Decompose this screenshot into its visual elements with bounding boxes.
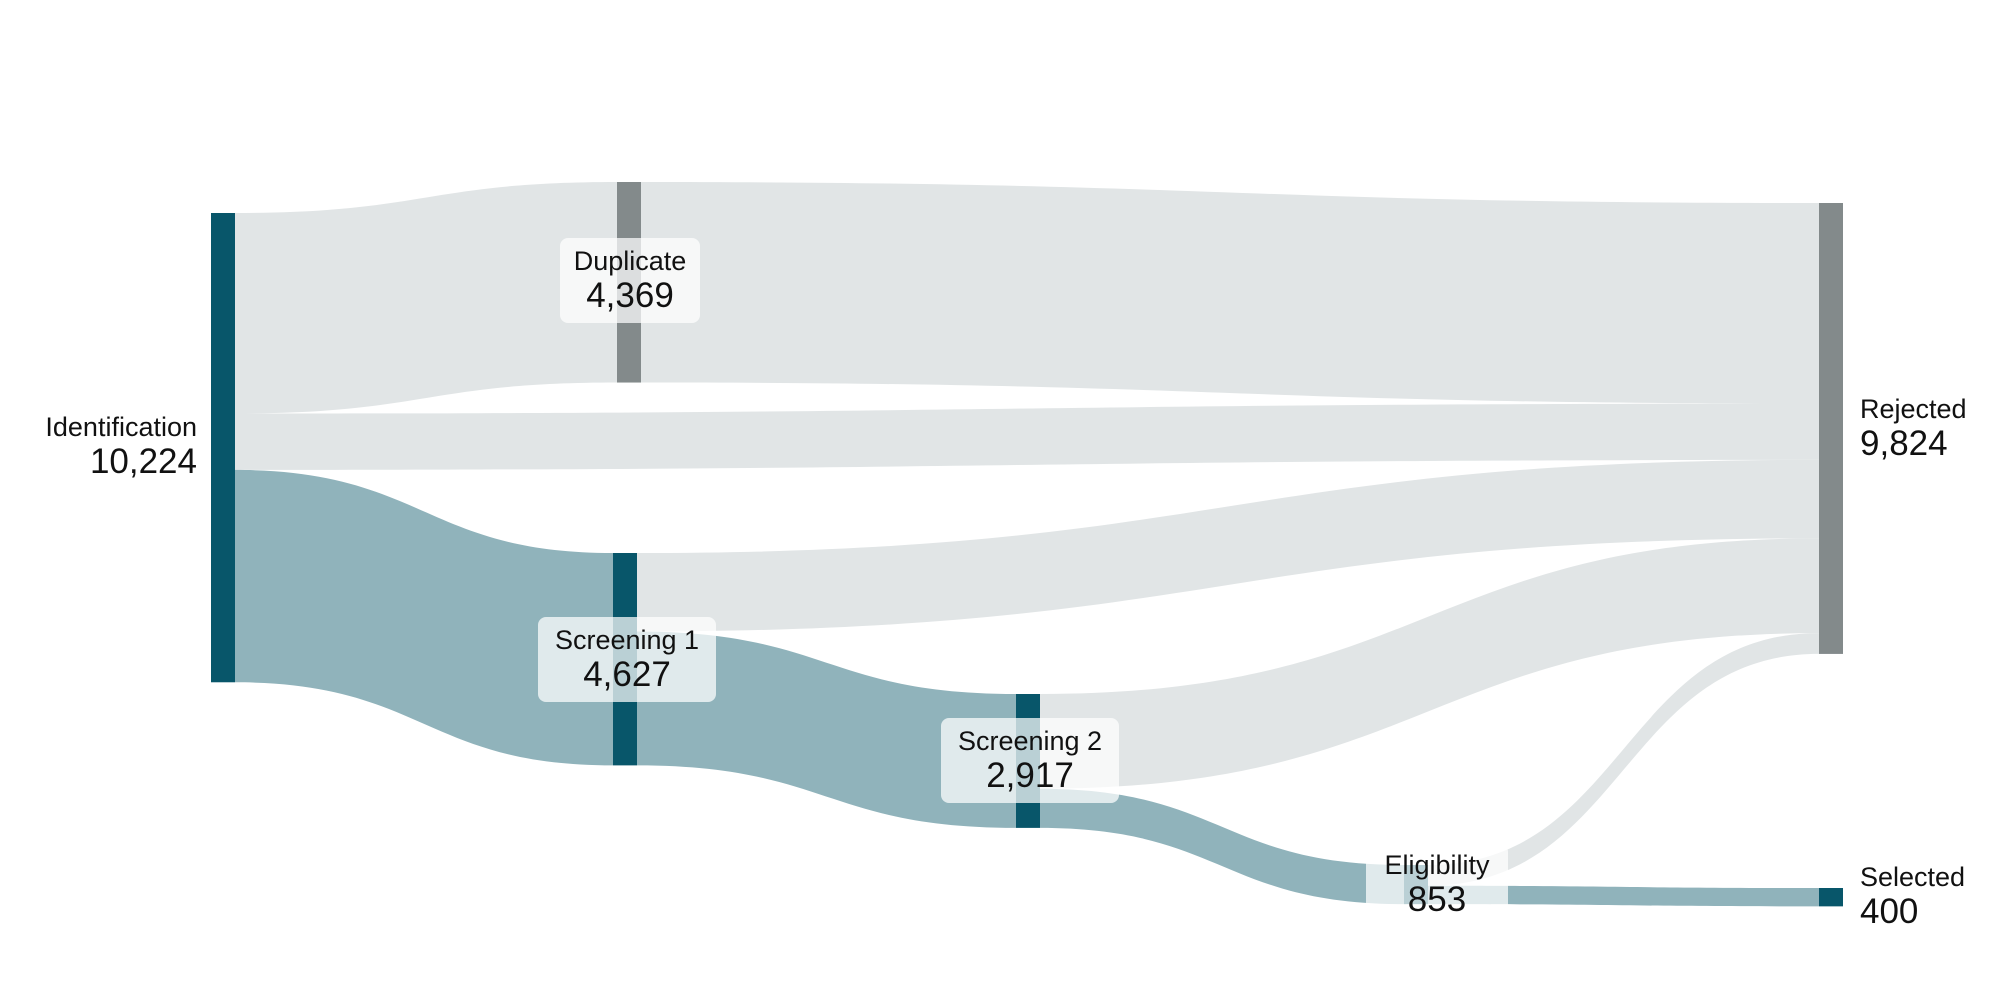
node-bar-identification [211, 213, 235, 683]
link-eligibility-to-selected [1428, 885, 1819, 907]
node-label-screening1: Screening 1 4,627 [538, 617, 716, 703]
node-value-identification: 10,224 [89, 442, 197, 482]
node-value-screening2: 2,917 [986, 756, 1074, 796]
node-name-identification: Identification [45, 412, 197, 442]
node-bar-selected [1819, 888, 1843, 907]
node-name-rejected: Rejected [1860, 394, 1967, 424]
link-screening2-to-rejected [1040, 538, 1819, 789]
node-name-screening1: Screening 1 [554, 625, 700, 655]
link-screening1-to-rejected [637, 459, 1819, 632]
node-label-eligibility: Eligibility 853 [1366, 844, 1508, 926]
node-label-screening2: Screening 2 2,917 [941, 718, 1119, 804]
node-name-selected: Selected [1860, 862, 1966, 892]
node-value-screening1: 4,627 [583, 655, 671, 695]
node-label-rejected: Rejected 9,824 [1860, 394, 1967, 463]
node-bar-rejected [1819, 203, 1843, 654]
node-label-selected: Selected 400 [1860, 862, 1965, 931]
node-label-identification: Identification 10,224 [45, 412, 197, 481]
node-name-screening2: Screening 2 [957, 726, 1103, 756]
link-screening2-to-eligibility [1040, 788, 1404, 905]
link-screening1-to-screening2 [637, 631, 1016, 828]
link-duplicate-to-rejected [641, 182, 1819, 404]
link-identification-to-screening1 [235, 469, 613, 766]
node-value-duplicate: 4,369 [586, 276, 674, 316]
link-identification-to-rejected [235, 403, 1819, 470]
node-value-eligibility: 853 [1407, 880, 1467, 920]
link-identification-to-duplicate [235, 182, 617, 414]
node-value-rejected: 9,824 [1860, 424, 1948, 464]
sankey-links [235, 182, 1819, 907]
node-label-duplicate: Duplicate 4,369 [560, 238, 700, 324]
node-value-selected: 400 [1860, 892, 1919, 932]
node-name-eligibility: Eligibility [1384, 850, 1490, 880]
link-eligibility-to-rejected [1428, 633, 1819, 886]
node-name-duplicate: Duplicate [573, 246, 687, 276]
